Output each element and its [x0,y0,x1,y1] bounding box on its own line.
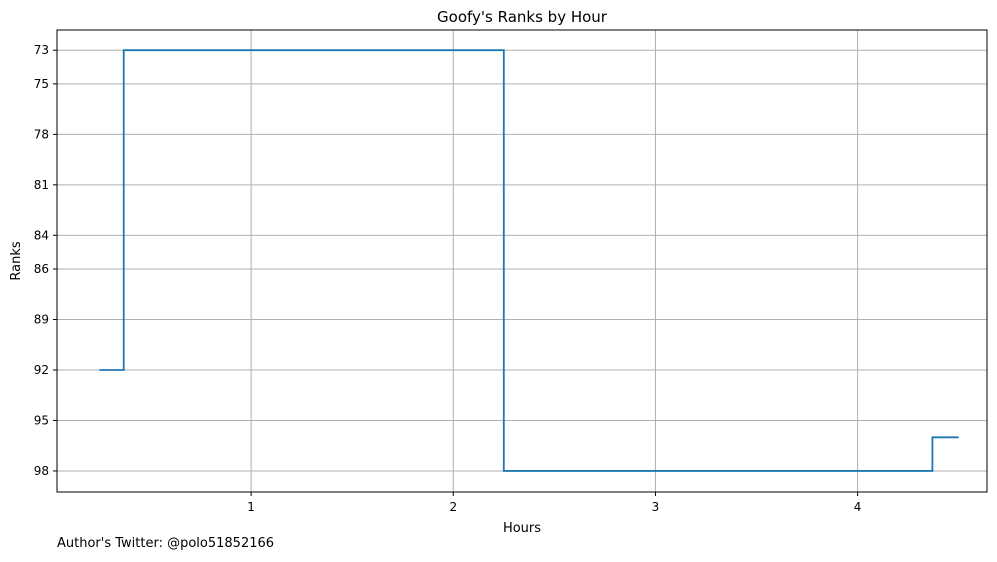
ranks-step-line [99,49,959,472]
x-tick-label: 3 [652,500,660,514]
x-tick-label: 1 [247,500,255,514]
author-note: Author's Twitter: @polo51852166 [57,536,275,551]
y-tick-label: 78 [34,127,49,141]
x-tick-label: 2 [449,500,457,514]
x-axis-label: Hours [503,521,541,536]
y-tick-label: 75 [34,77,49,91]
y-tick-label: 92 [34,363,49,377]
plot-area-frame [56,29,988,493]
series-layer [99,49,959,472]
y-tick-label: 86 [34,262,49,276]
y-tick-label: 98 [34,464,49,478]
y-tick-label: 81 [34,178,49,192]
y-tick-label: 84 [34,228,49,242]
grid [57,30,987,492]
y-axis-ticks: 73 75 78 81 84 86 89 92 95 98 [34,43,57,478]
y-tick-label: 95 [34,413,49,427]
y-tick-label: 89 [34,312,49,326]
x-axis-ticks: 1 2 3 4 [247,492,861,514]
y-axis-label: Ranks [9,241,24,280]
chart-title: Goofy's Ranks by Hour [437,8,608,26]
y-tick-label: 73 [34,43,49,57]
x-tick-label: 4 [854,500,862,514]
